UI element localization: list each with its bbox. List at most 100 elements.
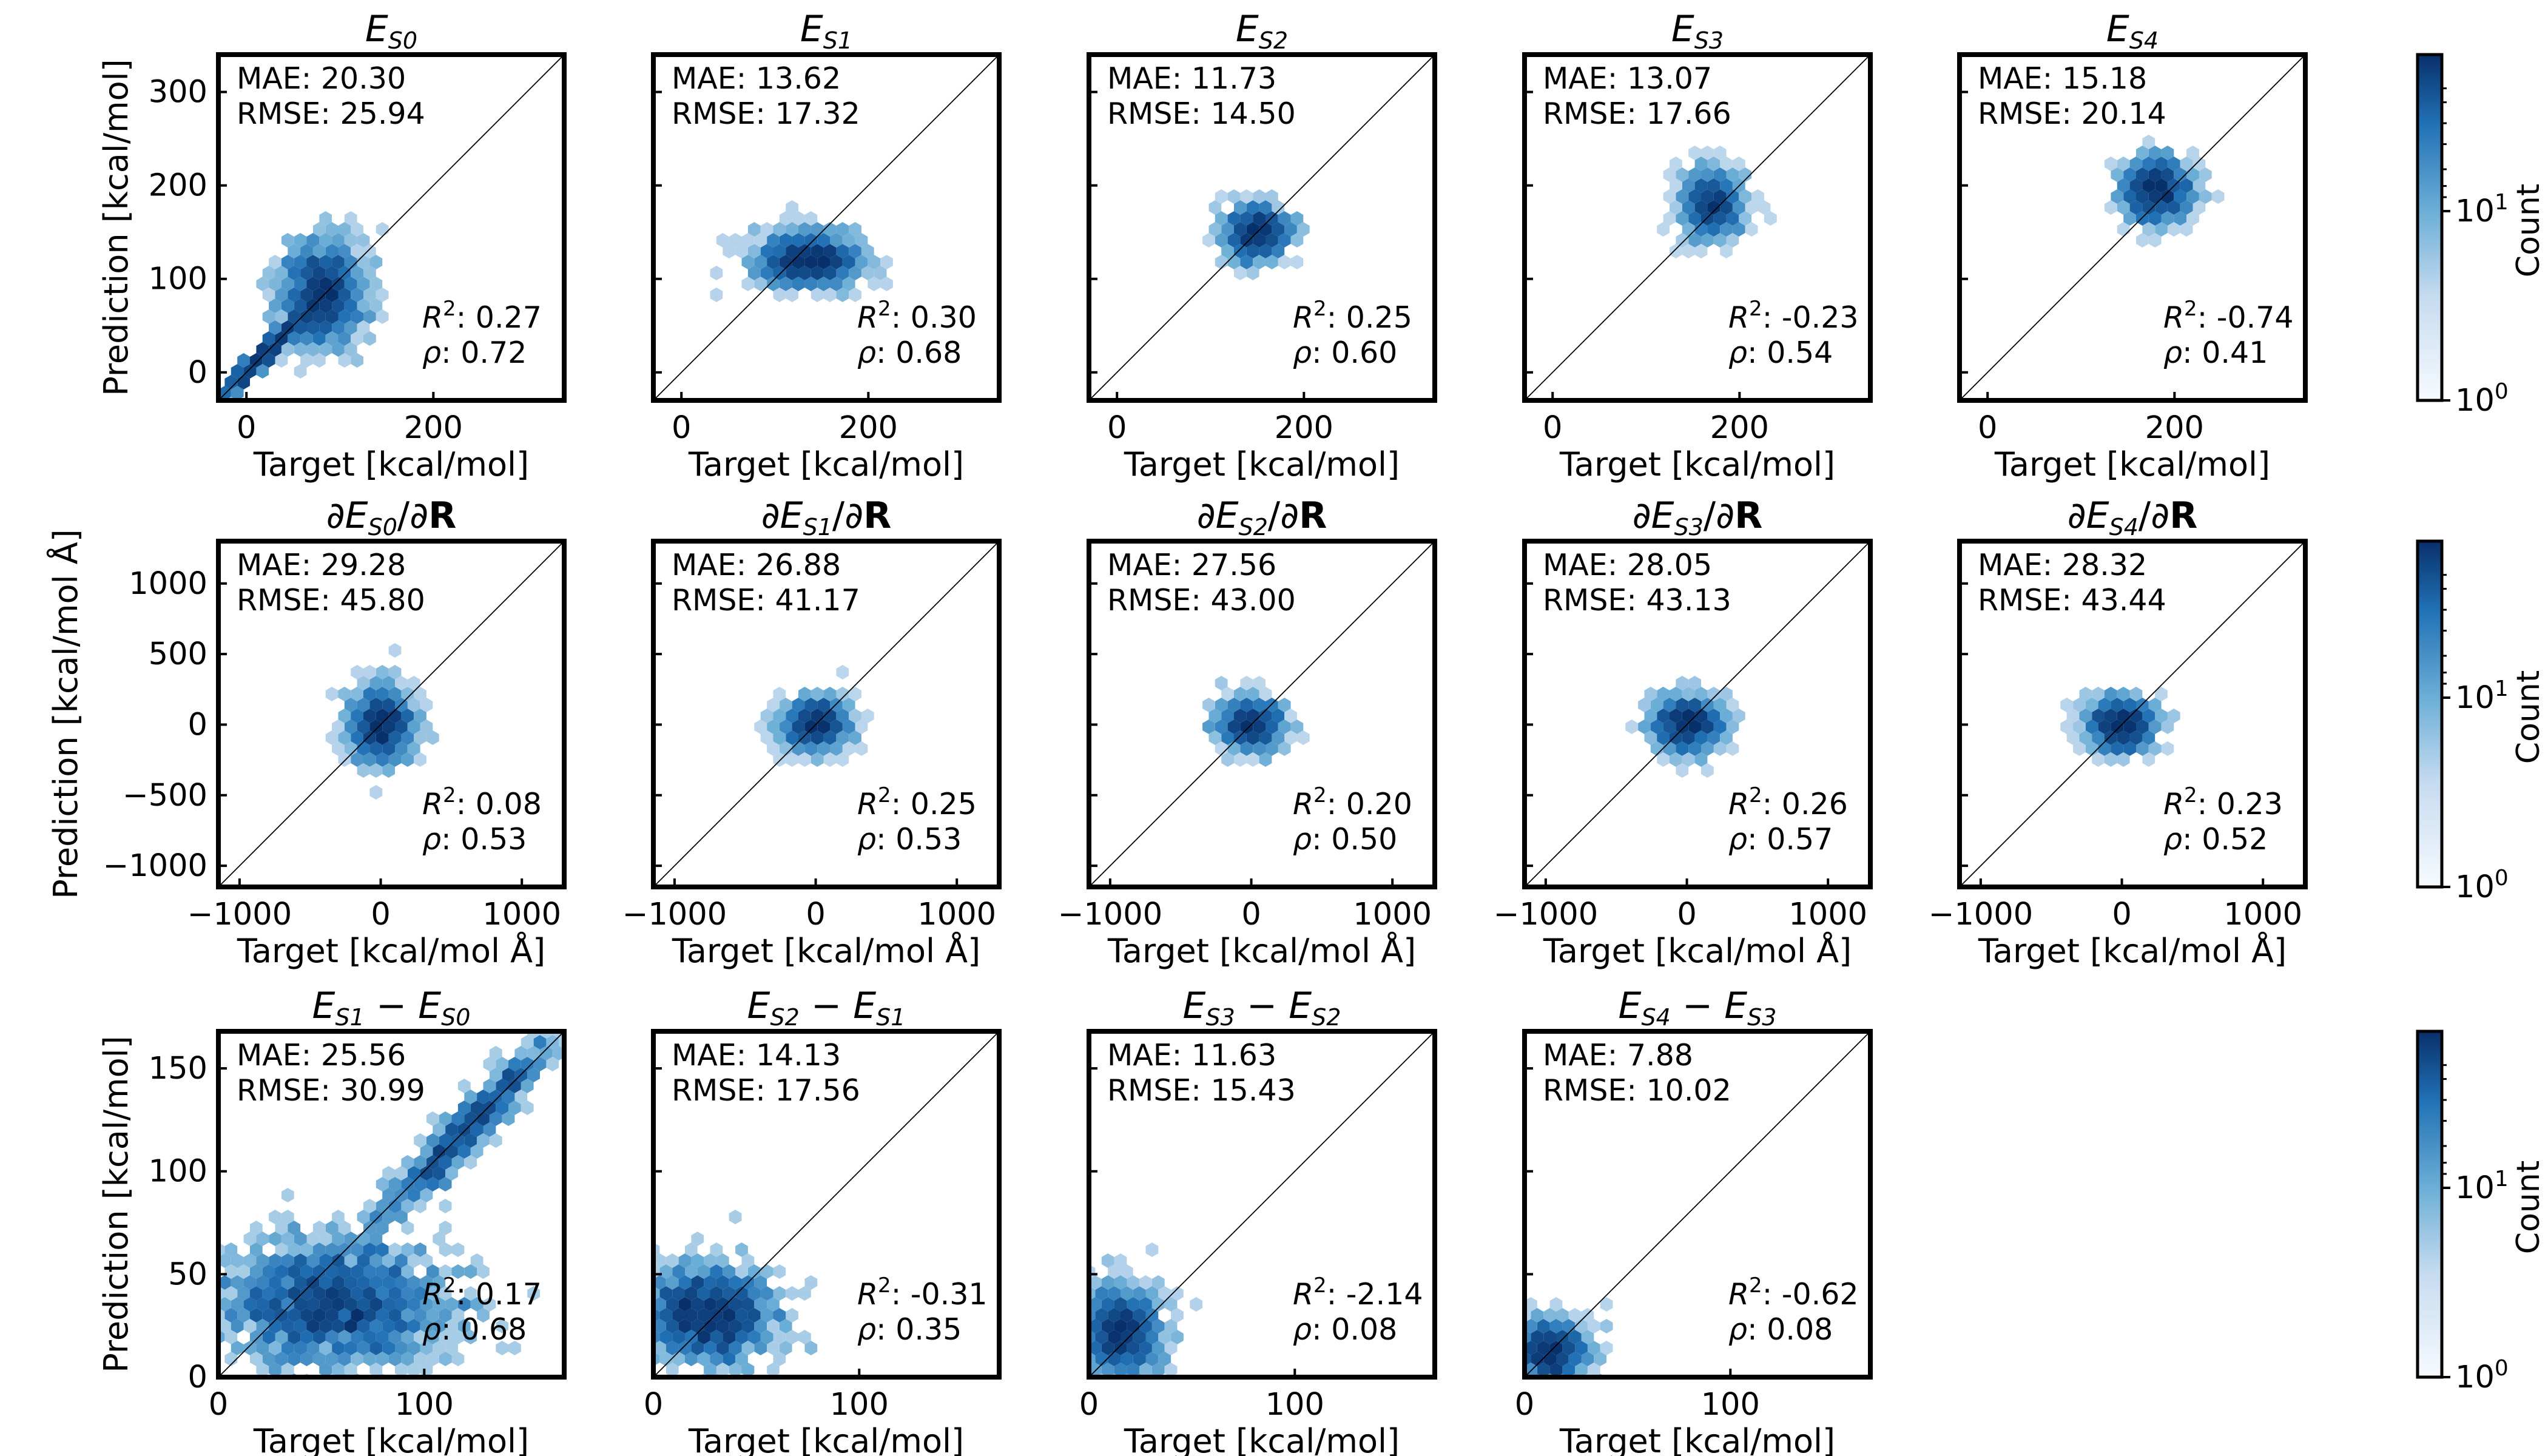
hexbin-cell bbox=[747, 1308, 761, 1323]
x-axis-label: Target [kcal/mol Å] bbox=[1107, 931, 1416, 970]
hexbin-cell bbox=[344, 698, 357, 712]
panel-title: ∂ES1​/∂R bbox=[761, 494, 892, 541]
hexbin-cell bbox=[861, 244, 874, 258]
hexbin-cell bbox=[470, 1297, 484, 1312]
x-axis-label: Target [kcal/mol] bbox=[1559, 445, 1835, 484]
hexbin-cell bbox=[786, 266, 798, 280]
hexbin-cell bbox=[250, 353, 263, 368]
hexbin-cell bbox=[578, 1002, 590, 1017]
colorbar-gradient bbox=[2418, 55, 2442, 400]
hexbin-cell bbox=[716, 1363, 729, 1377]
hexbin-cell bbox=[489, 1090, 502, 1104]
x-tick-label: 0 bbox=[1515, 1387, 1534, 1423]
hexbin-cell bbox=[1676, 189, 1689, 204]
hexbin-cell bbox=[325, 1352, 339, 1366]
hexbin-cell bbox=[344, 255, 357, 269]
hexbin-cell bbox=[224, 1330, 238, 1344]
hexbin-cell bbox=[798, 752, 811, 767]
hexbin-cell bbox=[697, 1352, 710, 1366]
hexbin-cell bbox=[1164, 1363, 1178, 1377]
hexbin-cell bbox=[256, 1384, 269, 1399]
hexbin-cell bbox=[369, 1297, 383, 1312]
hexbin-cells bbox=[1202, 189, 1310, 280]
hexbin-cell bbox=[426, 1133, 439, 1148]
hexbin-cell bbox=[376, 665, 389, 679]
hexbin-cell bbox=[344, 233, 357, 248]
hexbin-cell bbox=[2180, 178, 2193, 193]
hexbin-cell bbox=[1549, 1341, 1563, 1355]
hexbin-cell bbox=[1253, 720, 1266, 734]
hexbin-cell bbox=[306, 320, 320, 335]
hexbin-cell bbox=[735, 1286, 748, 1301]
x-tick-label: 0 bbox=[1978, 410, 1997, 446]
hexbin-cell bbox=[710, 288, 723, 302]
hexbin-cell bbox=[710, 1352, 723, 1366]
hexbin-cell bbox=[1701, 189, 1714, 204]
x-tick-label: 1000 bbox=[2223, 897, 2302, 932]
hexbin-cell bbox=[741, 255, 755, 269]
colorbar-frame bbox=[2416, 53, 2444, 402]
hexbin-cell bbox=[1531, 1308, 1544, 1323]
mae-text: MAE: 7.88 bbox=[1543, 1038, 1693, 1073]
hexbin-cell bbox=[325, 331, 339, 346]
y-tick-label: 150 bbox=[149, 1051, 207, 1087]
hexbin-cell bbox=[338, 266, 351, 280]
hexbin-cell bbox=[2155, 157, 2168, 171]
hexbin-cell bbox=[823, 244, 837, 258]
hexbin-cell bbox=[653, 1341, 666, 1355]
hexbin-cell bbox=[1676, 720, 1689, 734]
hexbin-cell bbox=[2167, 200, 2180, 215]
hexbin-cell bbox=[483, 1079, 496, 1093]
x-tick-label: −1000 bbox=[1494, 897, 1599, 932]
hexbin-cell bbox=[1215, 211, 1228, 226]
hexbin-cell bbox=[2142, 709, 2155, 723]
rmse-text: RMSE: 45.80 bbox=[237, 583, 425, 618]
x-tick-label: 200 bbox=[1275, 410, 1333, 446]
hexbin-cell bbox=[477, 1090, 490, 1104]
hexbin-cell bbox=[1764, 211, 1777, 226]
hexbin-cell bbox=[312, 1264, 326, 1279]
hexbin-cell bbox=[1480, 1373, 1493, 1388]
hexbin-cell bbox=[256, 277, 269, 291]
hexbin-cell bbox=[1663, 211, 1676, 226]
hexbin-cell bbox=[256, 1363, 269, 1377]
rho-text: ρ: 0.08 bbox=[1293, 1312, 1397, 1347]
hexbin-cell bbox=[1101, 1341, 1114, 1355]
hexbin-cell bbox=[1108, 1264, 1121, 1279]
hexbin-cell bbox=[779, 741, 792, 756]
hexbin-cell bbox=[407, 1341, 420, 1355]
hexbin-cell bbox=[357, 277, 370, 291]
hexbin-cell bbox=[616, 1319, 629, 1333]
hexbin-cell bbox=[1694, 157, 1708, 171]
hexbin-cell bbox=[325, 687, 339, 701]
hexbin-cell bbox=[426, 1177, 439, 1191]
hexbin-cell bbox=[1537, 1319, 1550, 1333]
hexbin-cell bbox=[527, 1068, 540, 1082]
hexbin-cell bbox=[369, 1341, 383, 1355]
hexbin-cell bbox=[243, 364, 257, 379]
hexbin-cell bbox=[823, 752, 837, 767]
hexbin-cell bbox=[767, 233, 780, 248]
hexbin-cell bbox=[786, 1330, 798, 1344]
hexbin-cell bbox=[451, 1330, 465, 1344]
hexbin-cell bbox=[357, 233, 370, 248]
hexbin-cell bbox=[2066, 709, 2080, 723]
hexbin-cell bbox=[1694, 200, 1708, 215]
hexbin-cell bbox=[2085, 720, 2098, 734]
hexbin-cell bbox=[508, 1100, 521, 1115]
x-axis-label: Target [kcal/mol] bbox=[1124, 445, 1400, 484]
hexbin-cell bbox=[376, 1264, 389, 1279]
hexbin-cell bbox=[842, 741, 855, 756]
hexbin-cell bbox=[288, 1352, 301, 1366]
hexbin-cell bbox=[836, 665, 849, 679]
hexbin-cell bbox=[312, 309, 326, 324]
identity-line bbox=[653, 1031, 999, 1377]
r2-text: R2: 0.26 bbox=[1728, 783, 1848, 821]
mae-text: MAE: 11.73 bbox=[1107, 61, 1276, 96]
identity-line bbox=[218, 541, 564, 887]
hexbin-cell bbox=[250, 1242, 263, 1257]
hexbin-cell bbox=[767, 1363, 780, 1377]
hexbin-cell bbox=[811, 244, 824, 258]
hexbin-cell bbox=[2155, 222, 2168, 237]
hexbin-cell bbox=[1227, 698, 1241, 712]
